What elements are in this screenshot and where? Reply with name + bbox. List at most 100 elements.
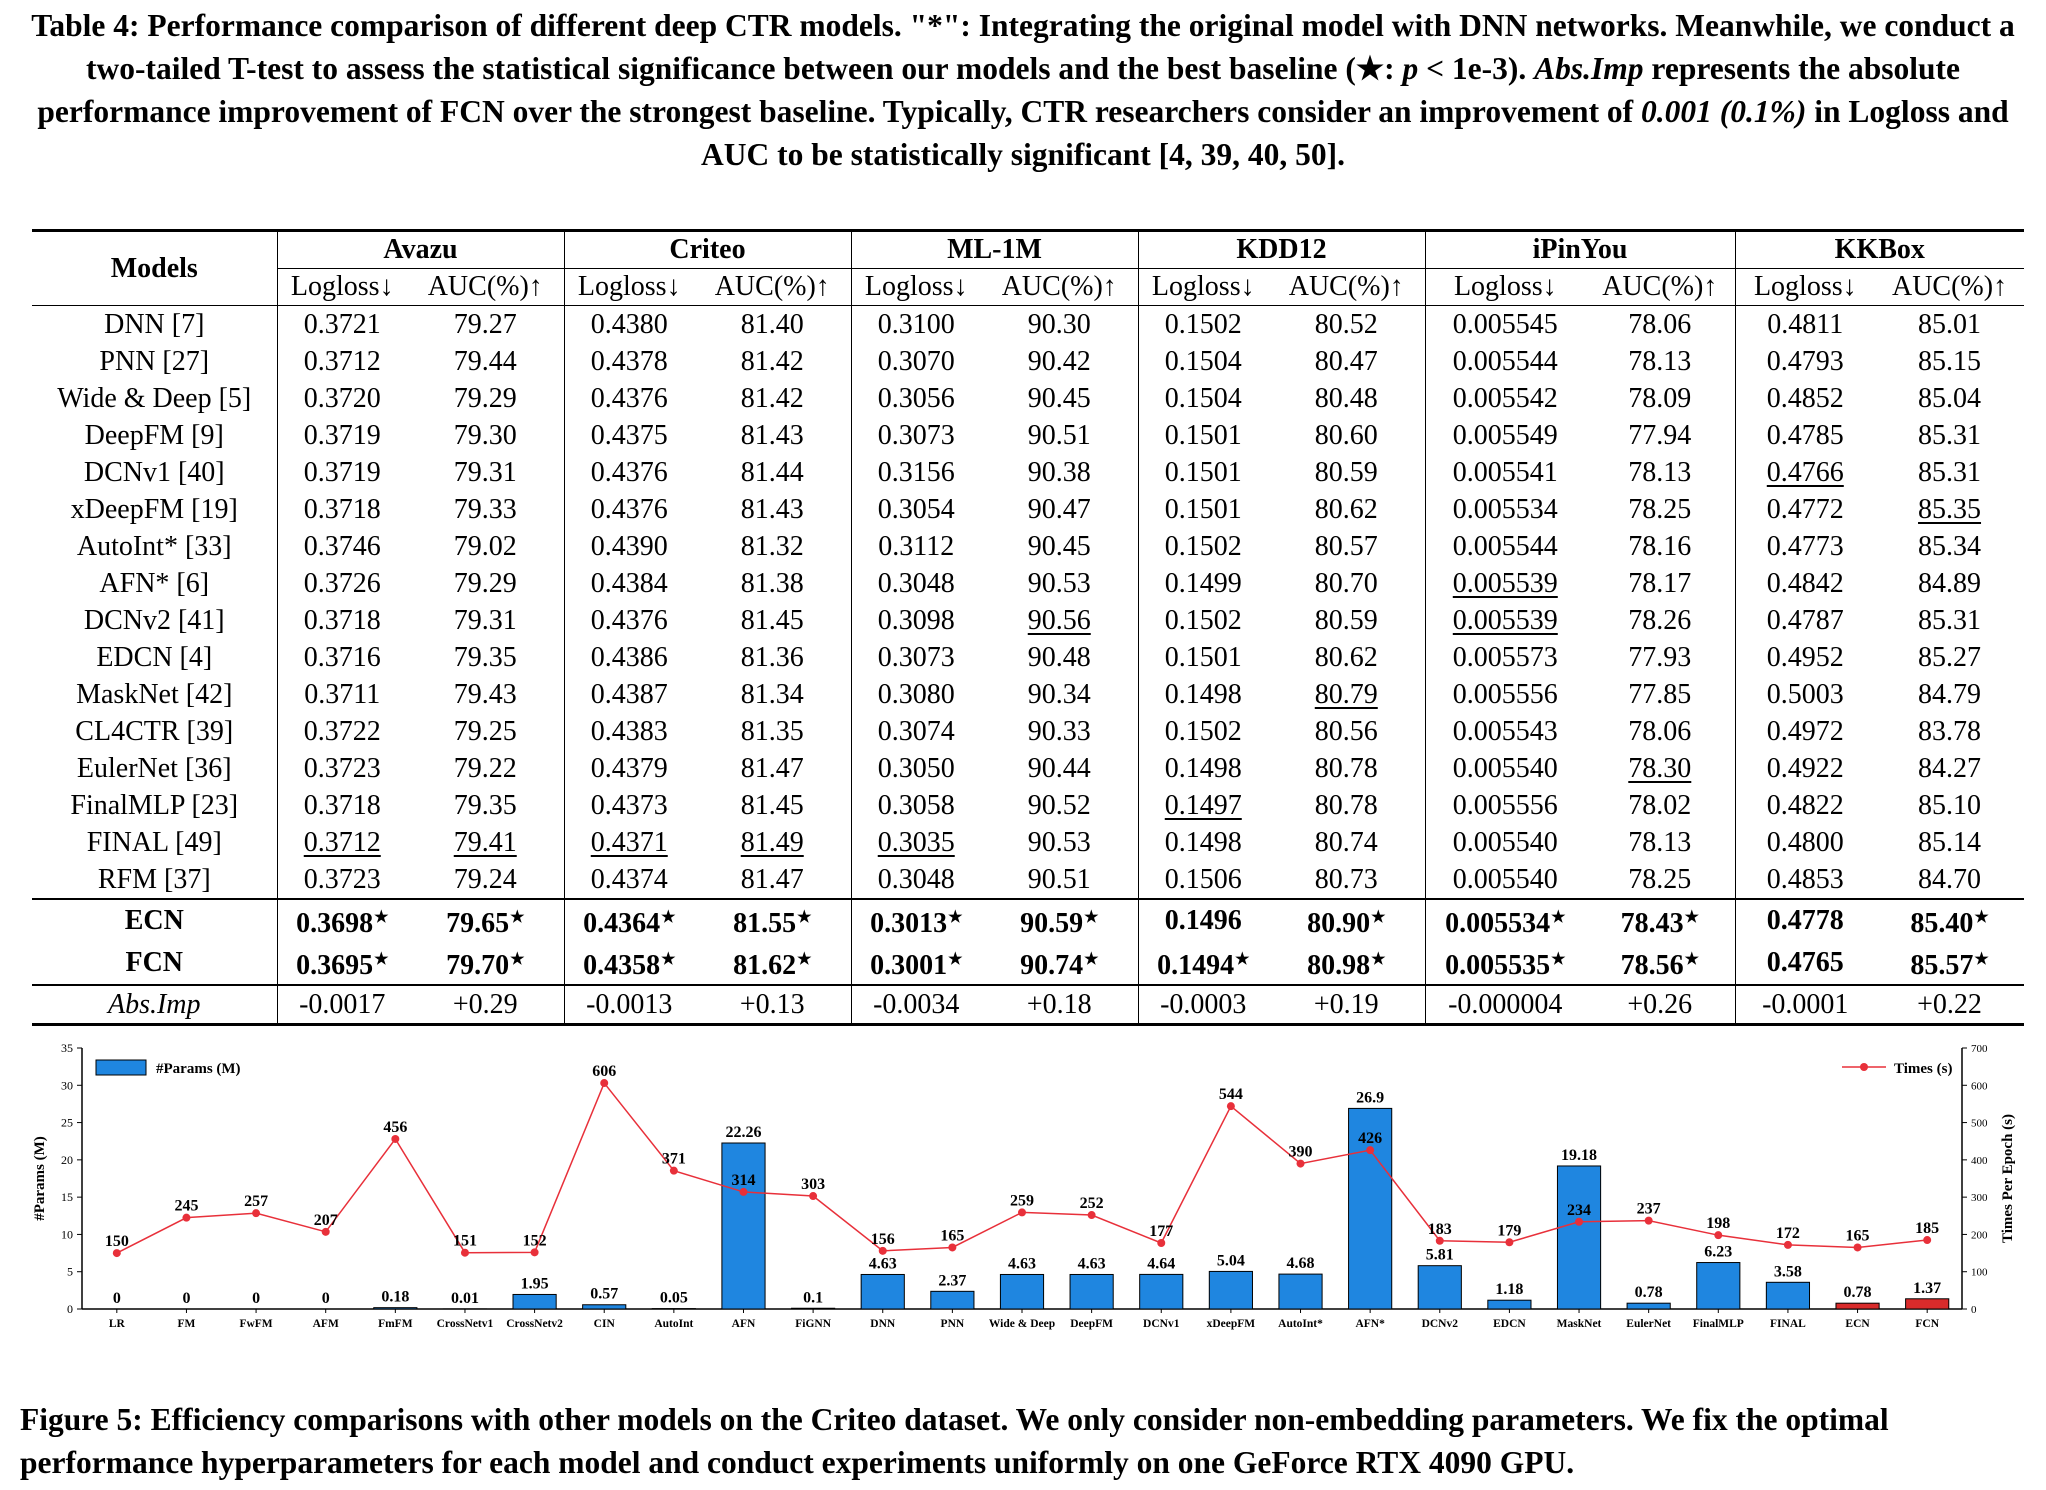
table-cell: 0.005556 [1425, 787, 1585, 824]
x-tick-label: Wide & Deep [989, 1318, 1055, 1330]
table-cell: 0.3718 [277, 491, 407, 528]
table-row: DCNv1 [40] 0.3719 79.31 0.4376 81.44 0.3156 90… [32, 454, 2024, 491]
x-tick-label: DNN [870, 1318, 896, 1330]
cell-value: 0.3054 [877, 493, 955, 525]
times-value-label: 152 [523, 1232, 547, 1249]
table-cell: 90.53 [981, 824, 1139, 861]
table-cell: 79.31 [407, 602, 565, 639]
table-cell: 78.25 [1585, 861, 1736, 899]
table-row: RFM [37] 0.3723 79.24 0.4374 81.47 0.3048 90.5… [32, 861, 2024, 899]
cell-value: 81.42 [740, 382, 804, 414]
metric-logloss-header: Logloss↓ [564, 268, 694, 306]
cell-value: 84.89 [1918, 567, 1982, 599]
table-cell: +0.19 [1268, 984, 1426, 1026]
dataset-header: KDD12 [1138, 229, 1426, 269]
cell-value: 0.005540 [1452, 752, 1558, 784]
table-row: PNN [27] 0.3712 79.44 0.4378 81.42 0.3070 90.4… [32, 343, 2024, 380]
cell-value: 0.3112 [878, 530, 955, 562]
table-cell: 79.29 [407, 380, 565, 417]
cell-value: 84.70 [1918, 863, 1982, 895]
cell-value: 0.1494 [1157, 950, 1235, 981]
table-cell: 0.4358★ [564, 942, 694, 985]
times-point [112, 1249, 121, 1258]
table-cell: 0.4364★ [564, 898, 694, 942]
x-tick-label: FM [177, 1318, 195, 1330]
table-cell: 80.56 [1268, 713, 1426, 750]
table-cell: 90.33 [981, 713, 1139, 750]
significance-star: ★ [1084, 951, 1099, 968]
cell-value: 81.45 [740, 789, 804, 821]
times-value-label: 303 [801, 1176, 825, 1193]
cell-value: 78.09 [1628, 382, 1692, 414]
cell-value: 0.4922 [1766, 752, 1844, 784]
table-cell: 0.1502 [1138, 602, 1268, 639]
times-point [1505, 1238, 1514, 1247]
times-value-label: 245 [174, 1198, 198, 1215]
table-cell: 77.85 [1585, 676, 1736, 713]
table-cell: 81.35 [694, 713, 852, 750]
table-cell: 0.005556 [1425, 676, 1585, 713]
dataset-header: iPinYou [1425, 229, 1736, 269]
table-cell: 85.27 [1875, 639, 2024, 676]
table-cell: 79.25 [407, 713, 565, 750]
x-tick-label: CrossNetv2 [506, 1318, 563, 1330]
table-cell: 0.4800 [1735, 824, 1875, 861]
table-cell: 79.35 [407, 787, 565, 824]
bar [860, 1273, 905, 1310]
cell-value: 80.78 [1314, 789, 1378, 821]
cell-value: 79.70 [446, 950, 510, 981]
table-cell: 0.3112 [851, 528, 981, 565]
cell-value: 78.13 [1628, 345, 1692, 377]
times-point [391, 1134, 400, 1143]
cell-value: 0.3719 [303, 419, 381, 451]
cell-value: 0.3712 [303, 826, 381, 858]
times-point [948, 1243, 957, 1252]
cell-value: 0.005573 [1452, 641, 1558, 673]
table-cell: 0.4373 [564, 787, 694, 824]
metric-logloss-header: Logloss↓ [277, 268, 407, 306]
table-cell: 80.59 [1268, 602, 1426, 639]
table-cell: 78.06 [1585, 713, 1736, 750]
model-name: FCN [32, 942, 278, 985]
bar-value-label: 1.37 [1913, 1280, 1941, 1297]
y-right-tick-label: 700 [1971, 1043, 1988, 1055]
cell-value: 81.49 [740, 826, 804, 858]
table-cell: 85.31 [1875, 602, 2024, 639]
cell-value: 80.90 [1307, 908, 1371, 939]
cell-value: 90.30 [1027, 308, 1091, 340]
table-cell: 0.3098 [851, 602, 981, 639]
bar-value-label: 0 [113, 1290, 121, 1307]
cell-value: 0.4378 [590, 345, 668, 377]
model-name: DeepFM [9] [32, 417, 278, 454]
bar-value-label: 26.9 [1356, 1089, 1384, 1106]
times-point [1783, 1240, 1792, 1249]
x-tick-label: AutoInt* [1278, 1318, 1323, 1330]
cell-value: 0.3056 [877, 382, 955, 414]
cell-value: 79.35 [453, 641, 517, 673]
caption-text: Performance comparison of different deep… [86, 8, 2015, 86]
cell-value: 90.38 [1027, 456, 1091, 488]
abs-imp-row: Abs.Imp -0.0017 +0.29 -0.0013 +0.13 -0.0034 +0… [32, 984, 2025, 1026]
figure-caption-text: Efficiency comparisons with other models… [20, 1402, 1889, 1480]
cell-value: 85.40 [1910, 908, 1974, 939]
times-point [530, 1248, 539, 1257]
cell-value: 81.36 [740, 641, 804, 673]
cell-value: 80.52 [1314, 308, 1378, 340]
cell-value: 81.34 [740, 678, 804, 710]
cell-value: +0.18 [1026, 988, 1092, 1020]
times-point [321, 1227, 330, 1236]
cell-value: 78.06 [1628, 308, 1692, 340]
table-cell: 0.1496 [1138, 898, 1269, 942]
model-name: DCNv1 [40] [32, 454, 278, 491]
table-cell: 0.005541 [1425, 454, 1585, 491]
significance-star: ★ [1371, 951, 1386, 968]
table-cell: 77.94 [1585, 417, 1736, 454]
cell-value: 0.3711 [304, 678, 381, 710]
cell-value: 79.41 [453, 826, 517, 858]
cell-value: +0.13 [739, 988, 805, 1020]
cell-value: 80.57 [1314, 530, 1378, 562]
times-point [1226, 1102, 1235, 1111]
cell-value: 0.4375 [590, 419, 668, 451]
table-cell: 0.4376 [564, 491, 694, 528]
metric-logloss-header: Logloss↓ [1735, 268, 1876, 306]
